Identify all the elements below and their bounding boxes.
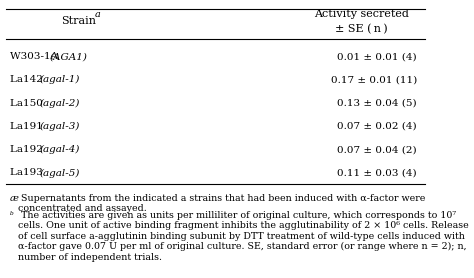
Text: 0.13 ± 0.04 (5): 0.13 ± 0.04 (5) <box>337 99 417 108</box>
Text: (agal-5): (agal-5) <box>39 168 80 178</box>
Text: ᵇ: ᵇ <box>10 211 14 220</box>
Text: La191: La191 <box>10 122 46 131</box>
Text: La193: La193 <box>10 168 46 177</box>
Text: 0.17 ± 0.01 (11): 0.17 ± 0.01 (11) <box>330 75 417 84</box>
Text: La150: La150 <box>10 99 46 108</box>
Text: La142: La142 <box>10 75 46 84</box>
Text: 0.07 ± 0.02 (4): 0.07 ± 0.02 (4) <box>337 122 417 131</box>
Text: æ: æ <box>10 194 19 203</box>
Text: The activities are given as units per milliliter of original culture, which corr: The activities are given as units per mi… <box>18 211 468 262</box>
Text: 0.01 ± 0.01 (4): 0.01 ± 0.01 (4) <box>337 52 417 61</box>
Text: (AGA1): (AGA1) <box>49 52 87 61</box>
Text: Strain: Strain <box>61 16 96 26</box>
Text: (agal-4): (agal-4) <box>39 145 80 154</box>
Text: (agal-2): (agal-2) <box>39 98 80 108</box>
Text: La192: La192 <box>10 145 46 154</box>
Text: 0.07 ± 0.04 (2): 0.07 ± 0.04 (2) <box>337 145 417 154</box>
Text: 0.11 ± 0.03 (4): 0.11 ± 0.03 (4) <box>337 168 417 177</box>
Text: Supernatants from the indicated a strains that had been induced with α-factor we: Supernatants from the indicated a strain… <box>18 194 425 213</box>
Text: W303-1A: W303-1A <box>10 52 61 61</box>
Text: (agal-1): (agal-1) <box>39 75 80 85</box>
Text: Activity secreted: Activity secreted <box>314 9 409 19</box>
Text: ± SE ( n ): ± SE ( n ) <box>335 24 387 35</box>
Text: (agal-3): (agal-3) <box>39 122 80 131</box>
Text: a: a <box>95 10 100 19</box>
